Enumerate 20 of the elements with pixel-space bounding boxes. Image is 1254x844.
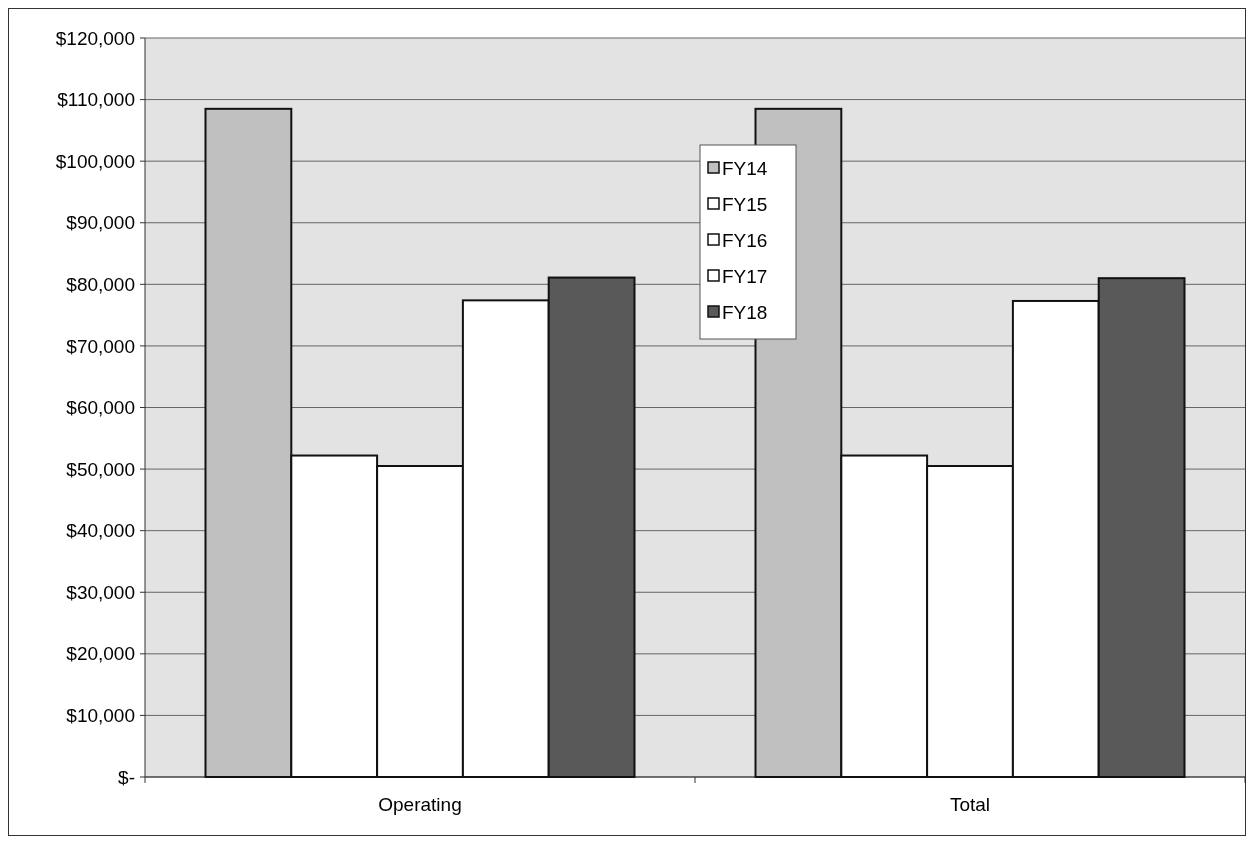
y-tick-label: $80,000 bbox=[66, 273, 135, 295]
legend-label: FY16 bbox=[722, 229, 768, 251]
y-tick-label: $50,000 bbox=[66, 458, 135, 480]
y-tick-label: $20,000 bbox=[66, 643, 135, 665]
y-tick-label: $120,000 bbox=[55, 27, 135, 49]
y-tick-label: $- bbox=[118, 766, 135, 788]
y-tick-label: $40,000 bbox=[66, 520, 135, 542]
legend-label: FY18 bbox=[722, 301, 768, 323]
legend-label: FY17 bbox=[722, 265, 768, 287]
y-tick-label: $10,000 bbox=[66, 705, 135, 727]
y-tick-label: $90,000 bbox=[66, 212, 135, 234]
x-tick-label: Operating bbox=[378, 794, 462, 815]
y-tick-label: $110,000 bbox=[57, 89, 135, 111]
y-tick-label: $100,000 bbox=[55, 150, 135, 172]
y-tick-label: $70,000 bbox=[66, 335, 135, 357]
legend-label: FY15 bbox=[722, 193, 768, 215]
y-tick-label: $60,000 bbox=[66, 397, 135, 419]
y-tick-label: $30,000 bbox=[66, 581, 135, 603]
x-tick-label: Total bbox=[949, 794, 991, 815]
legend-label: FY14 bbox=[722, 157, 768, 179]
